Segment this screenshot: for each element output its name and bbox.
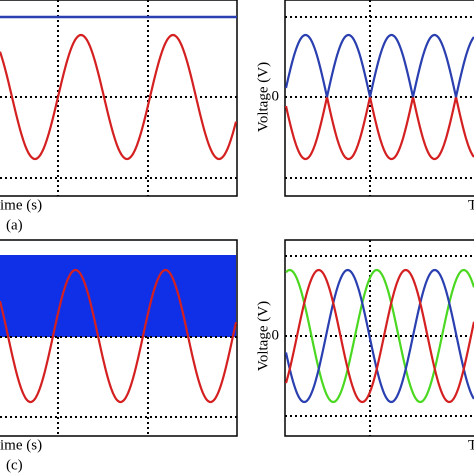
y-axis-label: Voltage (V) (255, 62, 271, 132)
panel-c: ime (s) (c) (0, 239, 238, 473)
y-tick-label: 0 (272, 327, 280, 343)
waveform (0, 268, 238, 404)
plot-frame (284, 239, 474, 437)
x-axis-label: T (468, 437, 474, 453)
x-axis-label: ime (s) (0, 197, 42, 213)
y-tick-label: 0 (272, 88, 280, 104)
panel-b: Voltage (V) 0 T (255, 0, 474, 213)
waveform (284, 268, 474, 404)
waveform (0, 33, 238, 161)
waveform (284, 268, 474, 404)
waveform (284, 33, 474, 98)
x-axis-label: T (468, 197, 474, 213)
panel-a: ime (s) (a) (0, 0, 238, 233)
waveform-band (0, 255, 236, 337)
waveform (284, 96, 474, 161)
caption: (a) (6, 217, 23, 233)
plot-frame (0, 239, 238, 437)
y-axis-label: Voltage (V) (255, 301, 271, 371)
panel-d: Voltage (V) 0 T (255, 239, 474, 453)
plot-frame (0, 0, 238, 197)
caption: (c) (6, 457, 23, 473)
waveform (285, 268, 474, 404)
x-axis-label: ime (s) (0, 437, 42, 453)
